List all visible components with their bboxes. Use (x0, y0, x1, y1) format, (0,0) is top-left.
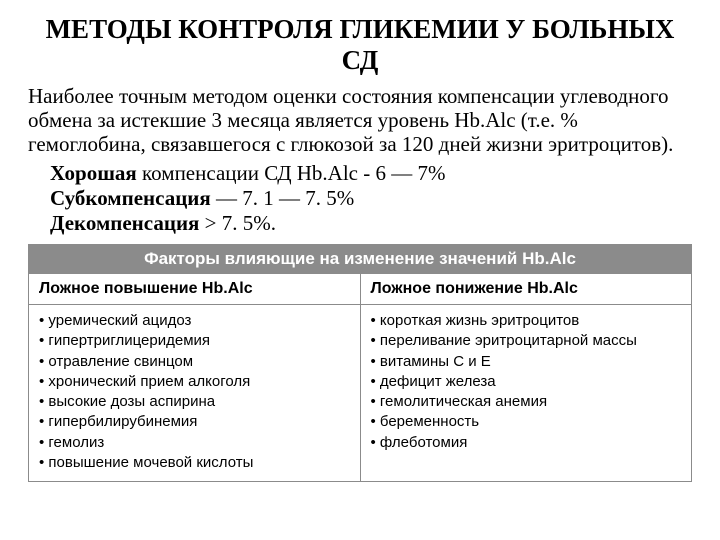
table-col1-head: Ложное повышение Hb.Alc (29, 274, 361, 305)
compensation-sub-label: Субкомпенсация (50, 186, 211, 210)
list-item: • гипербилирубинемия (39, 412, 350, 432)
list-item: • дефицит железа (371, 372, 682, 392)
list-item: • витамины С и Е (371, 352, 682, 372)
factors-table: Факторы влияющие на изменение значений H… (28, 244, 692, 482)
compensation-decomp-label: Декомпенсация (50, 211, 199, 235)
compensation-decomp: Декомпенсация > 7. 5%. (28, 211, 692, 236)
compensation-decomp-value: > 7. 5%. (199, 211, 276, 235)
list-item: • хронический прием алкоголя (39, 372, 350, 392)
list-item: • беременность (371, 412, 682, 432)
compensation-sub-value: — 7. 1 — 7. 5% (211, 186, 355, 210)
list-item: • флеботомия (371, 433, 682, 453)
compensation-good: Хорошая компенсации СД Hb.Alc - 6 — 7% (28, 161, 692, 186)
list-item: • уремический ацидоз (39, 311, 350, 331)
list-item: • гипертриглицеридемия (39, 331, 350, 351)
list-item: • отравление свинцом (39, 352, 350, 372)
compensation-good-value: компенсации СД Hb.Alc - 6 — 7% (137, 161, 446, 185)
list-item: • высокие дозы аспирина (39, 392, 350, 412)
list-item: • гемолиз (39, 433, 350, 453)
intro-paragraph: Наиболее точным методом оценки состояния… (28, 84, 692, 156)
list-item: • гемолитическая анемия (371, 392, 682, 412)
table-col1-cell: • уремический ацидоз• гипертриглицеридем… (29, 305, 361, 482)
compensation-sub: Субкомпенсация — 7. 1 — 7. 5% (28, 186, 692, 211)
table-banner: Факторы влияющие на изменение значений H… (29, 245, 692, 274)
list-item: • переливание эритроцитарной массы (371, 331, 682, 351)
compensation-good-label: Хорошая (50, 161, 137, 185)
list-item: • короткая жизнь эритроцитов (371, 311, 682, 331)
table-col2-head: Ложное понижение Hb.Alc (360, 274, 692, 305)
table-col2-cell: • короткая жизнь эритроцитов• переливани… (360, 305, 692, 482)
page-title: МЕТОДЫ КОНТРОЛЯ ГЛИКЕМИИ У БОЛЬНЫХ СД (28, 14, 692, 76)
list-item: • повышение мочевой кислоты (39, 453, 350, 473)
